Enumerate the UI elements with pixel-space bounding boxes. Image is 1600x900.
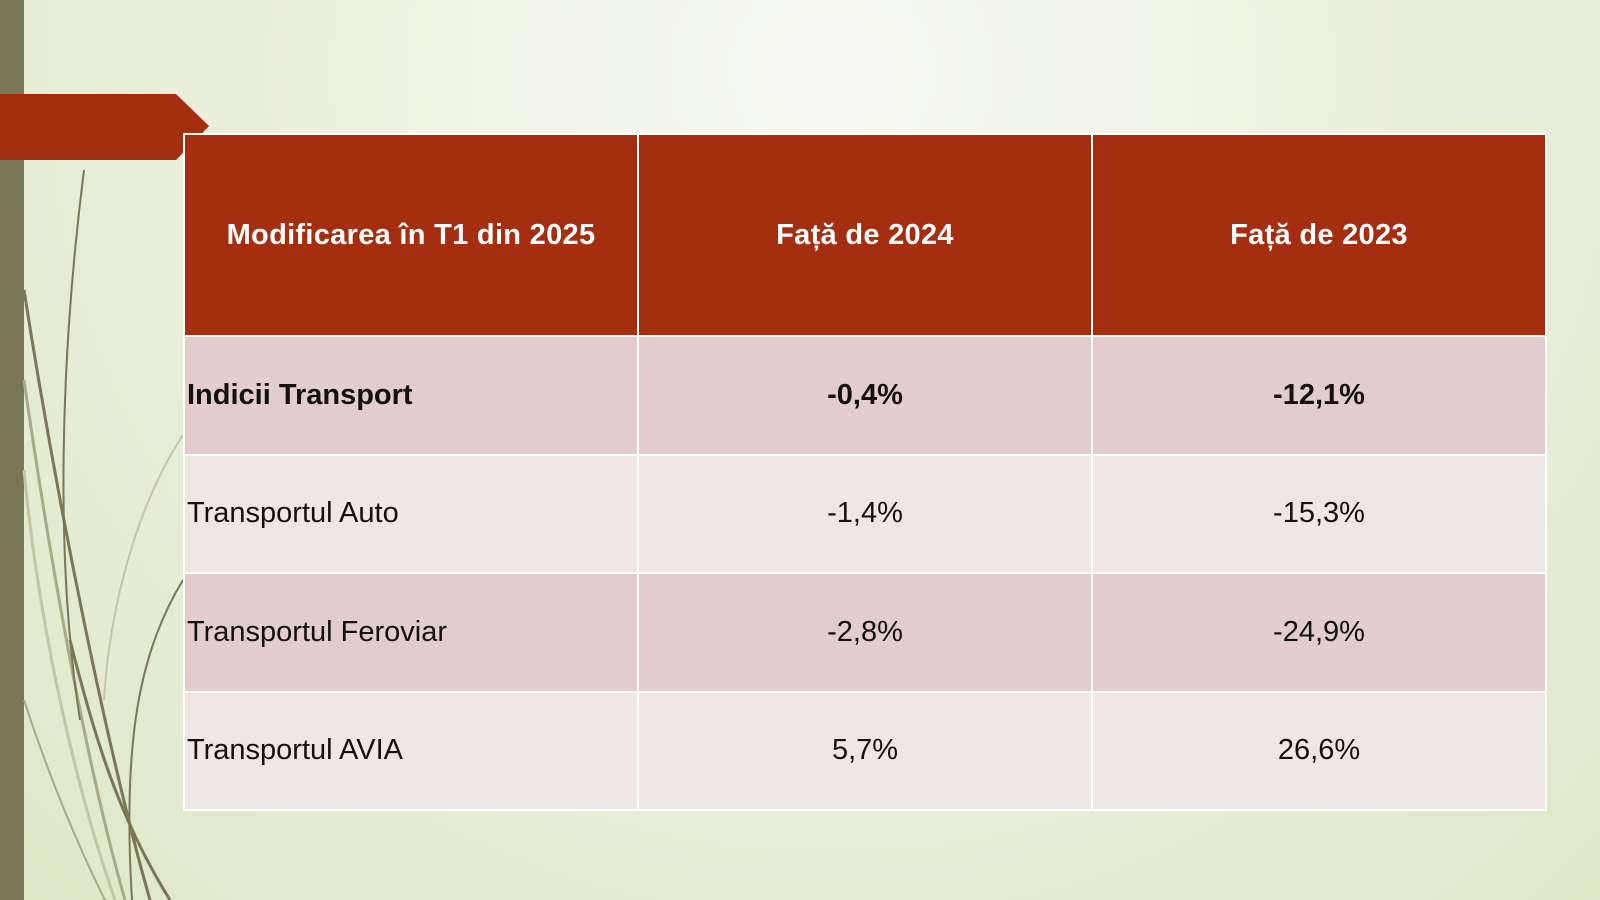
row-label: Transportul Auto xyxy=(183,453,639,574)
table-header-row: Modificarea în T1 din 2025 Față de 2024 … xyxy=(183,133,1547,337)
value-vs-2023: 26,6% xyxy=(1091,690,1547,811)
value-vs-2024: 5,7% xyxy=(637,690,1093,811)
table-row: Indicii Transport -0,4% -12,1% xyxy=(183,335,1547,456)
comparison-table-container: Modificarea în T1 din 2025 Față de 2024 … xyxy=(183,133,1547,811)
row-label: Transportul AVIA xyxy=(183,690,639,811)
value-vs-2023: -15,3% xyxy=(1091,453,1547,574)
value-vs-2024: -0,4% xyxy=(637,335,1093,456)
value-vs-2023: -12,1% xyxy=(1091,335,1547,456)
table-row: Transportul Auto -1,4% -15,3% xyxy=(183,453,1547,574)
row-label: Transportul Feroviar xyxy=(183,572,639,693)
value-vs-2024: -1,4% xyxy=(637,453,1093,574)
header-vs-2023: Față de 2023 xyxy=(1091,133,1547,337)
header-vs-2024: Față de 2024 xyxy=(637,133,1093,337)
red-title-tab xyxy=(0,94,209,160)
table-row: Transportul AVIA 5,7% 26,6% xyxy=(183,690,1547,811)
decorative-grass-lines xyxy=(22,169,184,900)
value-vs-2023: -24,9% xyxy=(1091,572,1547,693)
row-label: Indicii Transport xyxy=(183,335,639,456)
transport-change-table: Modificarea în T1 din 2025 Față de 2024 … xyxy=(183,133,1547,811)
table-row: Transportul Feroviar -2,8% -24,9% xyxy=(183,572,1547,693)
value-vs-2024: -2,8% xyxy=(637,572,1093,693)
header-modification: Modificarea în T1 din 2025 xyxy=(183,133,639,337)
